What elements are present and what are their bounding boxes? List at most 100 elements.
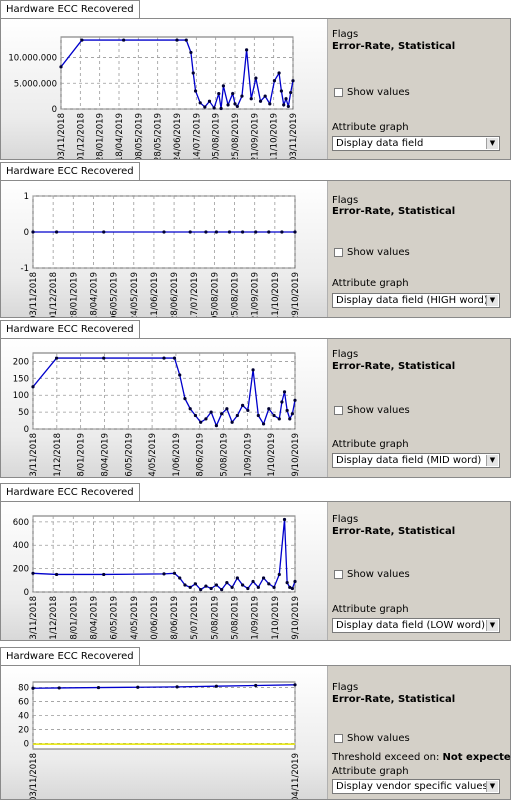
x-tick-label: 28/06/2019	[196, 433, 206, 477]
x-tick-label: 24/06/2019	[173, 113, 183, 159]
chevron-down-icon[interactable]: ▼	[486, 620, 498, 631]
data-point	[258, 99, 263, 103]
data-point	[254, 76, 258, 80]
data-point	[272, 79, 277, 83]
data-point	[136, 685, 140, 689]
data-point	[214, 684, 218, 688]
attribute-graph-select[interactable]: Display vendor specific values ▼	[332, 779, 500, 794]
attribute-graph-select[interactable]: Display data field ▼	[332, 136, 500, 151]
data-point	[31, 571, 35, 575]
x-tick-label: 18/04/2019	[100, 433, 110, 477]
tab-hardware-ecc-recovered[interactable]: Hardware ECC Recovered	[0, 162, 140, 180]
side-info: Flags Error-Rate, Statistical Show value…	[332, 502, 507, 640]
y-tick-label: 20	[18, 725, 29, 735]
data-point	[277, 71, 281, 75]
chevron-down-icon[interactable]: ▼	[486, 295, 498, 306]
attribute-graph-select[interactable]: Display data field (MID word) ▼	[332, 453, 500, 468]
data-point	[175, 38, 179, 42]
x-tick-label: 28/06/2019	[170, 596, 180, 640]
tab-hardware-ecc-recovered[interactable]: Hardware ECC Recovered	[0, 320, 140, 338]
chevron-down-icon[interactable]: ▼	[486, 455, 498, 466]
data-point	[227, 230, 232, 234]
data-point	[230, 420, 234, 424]
data-point	[183, 397, 187, 401]
tab-hardware-ecc-recovered[interactable]: Hardware ECC Recovered	[0, 647, 140, 665]
attribute-graph-select[interactable]: Display data field (HIGH word) ▼	[332, 293, 500, 308]
x-tick-label: 28/01/2019	[69, 272, 79, 317]
data-point	[175, 685, 179, 689]
data-point	[54, 356, 59, 360]
show-values-label: Show values	[347, 247, 410, 258]
y-tick-label: 100	[13, 391, 29, 401]
attribute-graph-label: Attribute graph	[332, 439, 409, 450]
data-point	[289, 90, 293, 95]
flags-label: Flags	[332, 195, 359, 206]
flags-value: Error-Rate, Statistical	[332, 694, 456, 705]
x-tick-label: 15/07/2019	[190, 596, 200, 640]
data-point	[199, 588, 203, 592]
attribute-graph-select[interactable]: Display data field (LOW word) ▼	[332, 618, 500, 633]
data-point	[183, 583, 187, 587]
panel-body: 03/11/2018 04/11/2019 0 20 40 60 80 Flags Erro…	[0, 665, 511, 800]
data-point	[102, 572, 106, 577]
show-values-checkbox[interactable]	[334, 248, 343, 257]
data-point	[240, 94, 244, 98]
show-values-checkbox[interactable]	[334, 734, 343, 743]
flags-label: Flags	[332, 29, 359, 40]
data-point	[189, 50, 193, 55]
show-values-checkbox[interactable]	[334, 406, 343, 415]
data-point	[241, 583, 245, 587]
data-point	[277, 417, 281, 421]
x-tick-label: 05/08/2019	[212, 113, 222, 159]
x-tick-label: 03/11/2018	[29, 596, 39, 640]
y-tick-label: 10.000.000	[8, 54, 57, 64]
data-point	[188, 407, 192, 411]
data-point	[267, 582, 271, 586]
attribute-panel-high-word: Hardware ECC Recovered 03/11/2018 01/12/2…	[0, 162, 511, 318]
y-tick-label: 600	[13, 518, 29, 528]
data-point	[249, 97, 253, 101]
x-tick-label: 11/10/2019	[270, 113, 280, 159]
data-point	[31, 230, 35, 234]
data-point	[178, 373, 182, 377]
threshold-label-text: Threshold exceed on:	[332, 752, 440, 763]
data-point	[246, 408, 250, 413]
data-point	[290, 586, 294, 591]
chevron-down-icon[interactable]: ▼	[486, 781, 498, 792]
data-point	[225, 581, 229, 585]
data-point	[241, 230, 245, 234]
side-info: Flags Error-Rate, Statistical Show value…	[332, 181, 507, 317]
x-tick-label: 17/07/2019	[190, 272, 200, 317]
data-point	[217, 91, 221, 96]
tab-hardware-ecc-recovered[interactable]: Hardware ECC Recovered	[0, 483, 140, 501]
data-point	[280, 230, 284, 234]
x-tick-label: 25/08/2019	[231, 113, 241, 159]
attribute-panel-vendor-values: Hardware ECC Recovered 03/11/2018 04/11/2…	[0, 647, 511, 800]
data-point	[204, 417, 208, 421]
x-tick-label: 01/12/2018	[53, 433, 63, 477]
x-tick-label: 28/01/2019	[77, 433, 87, 477]
data-point	[172, 571, 177, 575]
x-tick-label: 28/01/2019	[96, 113, 106, 159]
data-point	[245, 48, 249, 52]
tab-hardware-ecc-recovered[interactable]: Hardware ECC Recovered	[0, 0, 140, 18]
x-tick-label: 03/11/2019	[289, 113, 299, 159]
x-tick-label: 04/11/2019	[291, 753, 301, 799]
x-tick-label: 11/06/2019	[172, 433, 182, 477]
data-point	[290, 412, 294, 416]
x-tick-label: 01/12/2018	[49, 596, 59, 640]
panel-body: 03/11/2018 01/12/2018 28/01/2019 18/04/2019…	[0, 501, 511, 641]
chevron-down-icon[interactable]: ▼	[486, 138, 498, 149]
data-point	[288, 585, 292, 589]
panel-body: 03/11/2018 01/12/2018 28/01/2019 18/04/2019…	[0, 338, 511, 478]
data-point	[261, 422, 266, 426]
x-tick-label: 11/10/2019	[271, 596, 281, 640]
data-point	[277, 572, 281, 577]
show-values-checkbox[interactable]	[334, 88, 343, 97]
y-tick-label: 80	[18, 684, 29, 694]
attribute-graph-label: Attribute graph	[332, 604, 409, 615]
attribute-chart: 03/11/2018 01/12/2018 28/01/2019 18/04/2019…	[13, 352, 301, 477]
show-values-checkbox[interactable]	[334, 570, 343, 579]
x-tick-label: 28/06/2019	[170, 272, 180, 317]
data-point	[199, 420, 203, 424]
